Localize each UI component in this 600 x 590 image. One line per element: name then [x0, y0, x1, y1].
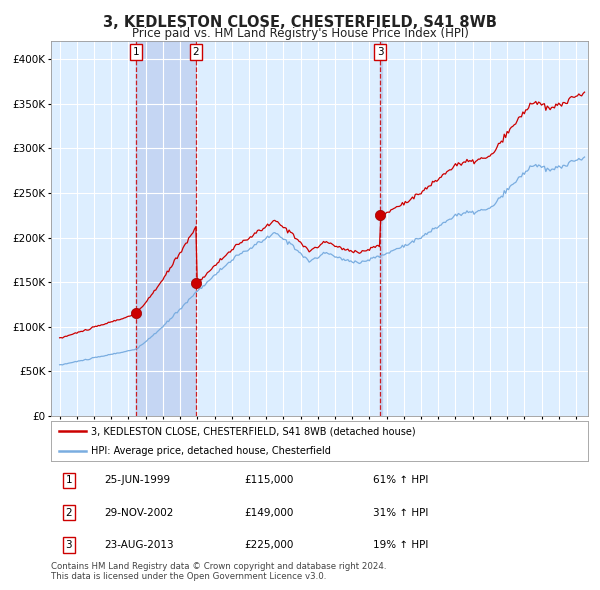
Text: £225,000: £225,000	[244, 540, 293, 550]
Text: 31% ↑ HPI: 31% ↑ HPI	[373, 508, 428, 517]
Text: 3, KEDLESTON CLOSE, CHESTERFIELD, S41 8WB (detached house): 3, KEDLESTON CLOSE, CHESTERFIELD, S41 8W…	[91, 427, 416, 436]
Text: 19% ↑ HPI: 19% ↑ HPI	[373, 540, 428, 550]
Text: 23-AUG-2013: 23-AUG-2013	[105, 540, 175, 550]
Text: £115,000: £115,000	[244, 476, 293, 486]
Text: £149,000: £149,000	[244, 508, 293, 517]
Text: 1: 1	[65, 476, 72, 486]
Text: 29-NOV-2002: 29-NOV-2002	[105, 508, 174, 517]
Text: 3, KEDLESTON CLOSE, CHESTERFIELD, S41 8WB: 3, KEDLESTON CLOSE, CHESTERFIELD, S41 8W…	[103, 15, 497, 30]
Point	[131, 309, 141, 318]
Point	[191, 278, 200, 288]
Text: 25-JUN-1999: 25-JUN-1999	[105, 476, 171, 486]
Text: HPI: Average price, detached house, Chesterfield: HPI: Average price, detached house, Ches…	[91, 447, 331, 456]
Bar	[380, 41, 382, 416]
Point	[376, 211, 385, 220]
Text: Price paid vs. HM Land Registry's House Price Index (HPI): Price paid vs. HM Land Registry's House …	[131, 27, 469, 40]
Text: 3: 3	[65, 540, 72, 550]
Text: Contains HM Land Registry data © Crown copyright and database right 2024.
This d: Contains HM Land Registry data © Crown c…	[51, 562, 386, 581]
Text: 2: 2	[193, 47, 199, 57]
Text: 1: 1	[133, 47, 140, 57]
Text: 3: 3	[377, 47, 383, 57]
Bar	[136, 41, 196, 416]
Text: 2: 2	[65, 508, 72, 517]
Text: 61% ↑ HPI: 61% ↑ HPI	[373, 476, 428, 486]
